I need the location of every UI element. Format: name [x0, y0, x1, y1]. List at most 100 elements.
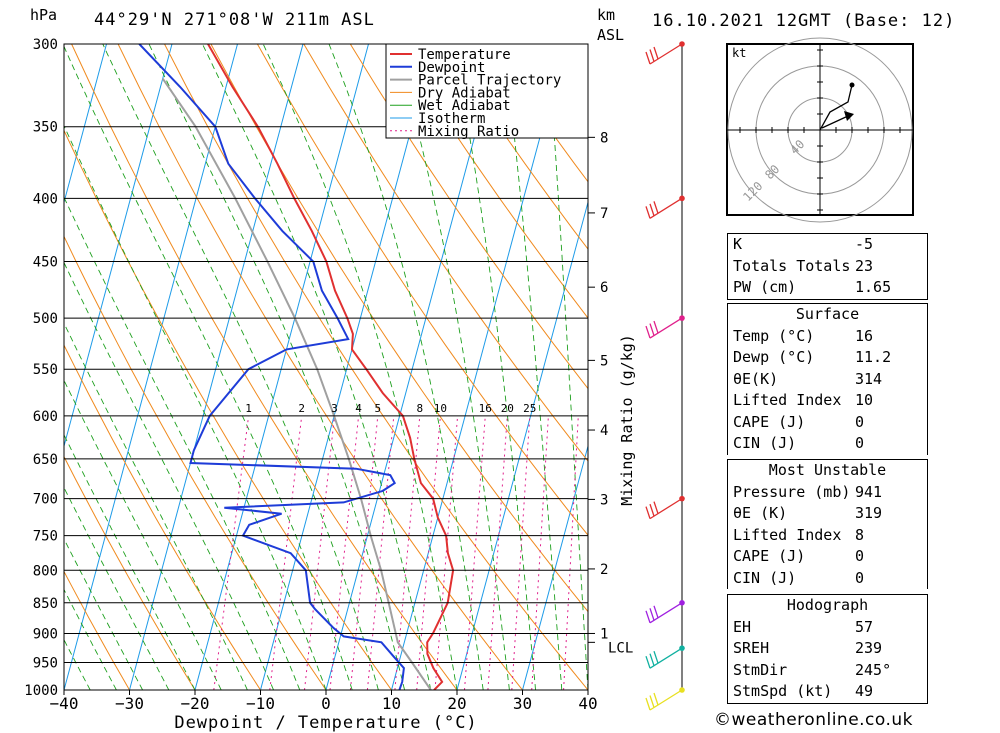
wind-barb-feather	[645, 506, 651, 519]
surface-title: Surface	[795, 305, 860, 323]
wind-barb-feather	[653, 46, 659, 60]
wind-barb-shaft	[649, 647, 683, 669]
hodograph-table: Hodograph EH 57 SREH 239 StmDir 245° StmSpd…	[727, 594, 928, 704]
km-tick-label: 3	[600, 492, 608, 508]
wet-adiabat-line	[547, 44, 588, 690]
mixing-ratio-label: 20	[501, 402, 514, 415]
storm-motion-arrow	[821, 115, 849, 129]
mixing-ratio-label: 8	[416, 402, 423, 415]
dry-adiabat-line	[64, 455, 196, 690]
mixing-ratio-line	[563, 415, 579, 690]
temperature-line	[207, 44, 455, 690]
isotherm-line	[129, 44, 304, 690]
dewpoint-line	[138, 44, 405, 690]
dry-adiabat-line	[349, 44, 588, 390]
pressure-tick-label: 1000	[24, 683, 58, 699]
mu-row: Lifted Index 8	[733, 525, 865, 544]
mixing-ratio-axis-label: Mixing Ratio (g/kg)	[618, 334, 636, 506]
wind-barb-feather	[645, 697, 651, 711]
isotherm-line	[64, 44, 107, 205]
mu-row: θE (K) 319	[733, 504, 883, 522]
km-tick-label: 1	[600, 626, 608, 642]
wet-adiabat-line	[64, 537, 143, 690]
isotherm-line	[64, 44, 173, 449]
legend-box	[385, 43, 589, 139]
wind-barb-feather	[653, 650, 659, 664]
dry-adiabat-line	[256, 44, 588, 537]
wind-barb-shaft	[649, 317, 683, 339]
hodo-row: SREH 239	[733, 639, 883, 657]
wind-barb	[645, 195, 685, 219]
dry-adiabat-line	[64, 570, 130, 690]
x-tick-label: 0	[321, 694, 331, 713]
pressure-tick-label: 750	[33, 529, 58, 545]
asl-label: ASL	[597, 26, 624, 44]
hodograph-unit-label: kt	[732, 46, 746, 60]
wind-barb-feather	[653, 605, 659, 619]
wet-adiabat-line	[64, 433, 196, 690]
surface-row: Lifted Index 10	[733, 391, 874, 409]
hodograph-trace	[819, 84, 853, 131]
mixing-ratio-label: 25	[523, 402, 536, 415]
pressure-tick-label: 600	[33, 409, 58, 425]
mixing-ratio-line	[511, 415, 531, 690]
surface-row: CIN (J) 0	[733, 434, 865, 452]
wind-barb-feather	[649, 49, 655, 62]
x-tick-label: −30	[115, 694, 144, 713]
x-tick-label: −20	[181, 694, 210, 713]
datetime-title: 16.10.2021 12GMT (Base: 12)	[652, 11, 955, 31]
hodo-row: EH 57	[733, 617, 874, 636]
wind-barb-feather	[645, 655, 651, 669]
wind-barb	[645, 315, 685, 339]
wet-adiabat-line	[64, 261, 275, 690]
x-tick-label: −40	[50, 694, 79, 713]
wind-barb-feather	[649, 323, 655, 336]
hodograph-endpoint	[849, 82, 855, 88]
wind-barb-shaft	[649, 43, 683, 65]
pressure-tick-label: 300	[33, 37, 58, 53]
legend-label: Parcel Trajectory	[418, 73, 561, 89]
mu-row: Pressure (mb) 941	[733, 482, 883, 501]
dry-adiabat-line	[442, 44, 588, 250]
isotherm-line	[522, 444, 588, 690]
index-row-pw: PW (cm) 1.65	[733, 278, 892, 296]
surface-table: Surface Temp (°C) 16 Dewp (°C) 11.2 θE(K) 3…	[727, 303, 928, 455]
isotherm-line	[260, 44, 435, 690]
mixing-ratio-line	[269, 415, 303, 690]
dry-adiabat-line	[117, 44, 523, 690]
wet-adiabat-line	[201, 44, 432, 690]
legend-label: Isotherm	[418, 111, 485, 127]
isotherm-line	[325, 44, 500, 690]
mixing-ratio-line	[434, 415, 459, 690]
wind-barb-feather	[645, 51, 651, 65]
indices-table: K -5 Totals Totals 23 PW (cm) 1.65	[727, 233, 928, 300]
x-tick-label: −10	[246, 694, 275, 713]
pressure-tick-label: 550	[33, 362, 58, 378]
mixing-ratio-label: 3	[331, 402, 338, 415]
mixing-ratio-line	[366, 415, 395, 690]
x-tick-label: 20	[447, 694, 466, 713]
wind-barb	[645, 687, 685, 711]
legend-label: Wet Adiabat	[418, 98, 511, 114]
hpa-label: hPa	[30, 6, 57, 24]
wind-barb-shaft	[649, 197, 683, 219]
mixing-ratio-line	[304, 415, 335, 690]
wet-adiabat-line	[503, 44, 563, 690]
wind-barb	[645, 599, 685, 624]
pressure-tick-label: 900	[33, 626, 58, 642]
mixing-ratio-line	[329, 415, 360, 690]
km-tick-label: 8	[600, 130, 608, 146]
surface-row: θE(K) 314	[733, 369, 883, 388]
mixing-ratio-line	[416, 415, 441, 690]
index-row-totals: Totals Totals 23	[733, 256, 874, 275]
pressure-tick-label: 700	[33, 492, 58, 508]
mixing-ratio-line	[213, 415, 250, 690]
wind-barb	[645, 41, 685, 65]
location-title: 44°29'N 271°08'W 211m ASL	[94, 10, 375, 30]
copyright-footer[interactable]: ©weatheronline.co.uk	[714, 710, 914, 730]
wind-barb-feather	[653, 692, 659, 706]
pressure-tick-label: 350	[33, 120, 58, 136]
isotherm-line	[391, 44, 566, 690]
index-row-k: K -5	[733, 235, 874, 253]
wind-barb	[645, 645, 685, 669]
